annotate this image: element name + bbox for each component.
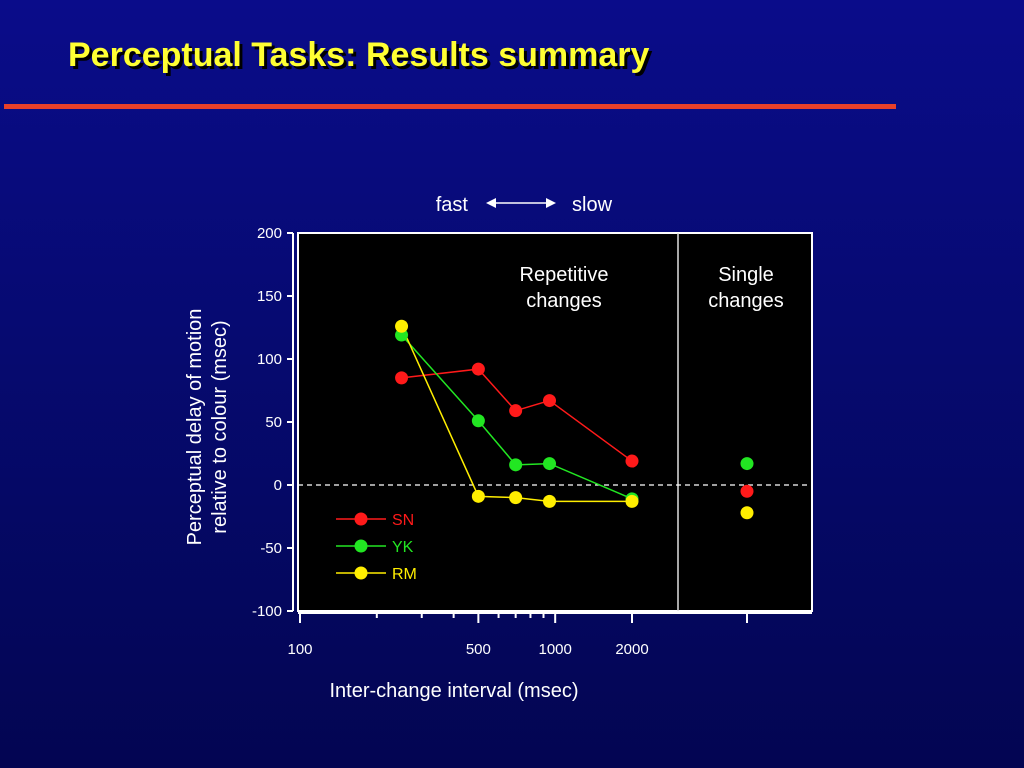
- x-tick-label: 2000: [615, 641, 648, 658]
- single-point-rm: [740, 506, 754, 520]
- data-point-sn: [509, 404, 523, 418]
- data-point-rm: [395, 319, 409, 333]
- data-point-sn: [395, 371, 409, 385]
- plot-area: [297, 232, 813, 612]
- legend-label-sn: SN: [392, 512, 414, 529]
- speed-arrow-right-head: [546, 198, 556, 208]
- data-point-yk: [509, 458, 523, 472]
- y-axis-label: Perceptual delay of motion relative to co…: [184, 309, 231, 546]
- data-point-yk: [542, 457, 556, 471]
- panel-label-single: changes: [708, 290, 784, 312]
- data-point-yk: [471, 414, 485, 428]
- single-point-yk: [740, 457, 754, 471]
- x-axis-label: Inter-change interval (msec): [330, 680, 579, 702]
- x-tick-label: 100: [287, 641, 312, 658]
- slide-title: Perceptual Tasks: Results summary: [68, 36, 650, 74]
- panel-label-repetitive: Repetitive: [520, 264, 609, 286]
- data-point-rm: [509, 491, 523, 505]
- single-point-sn: [740, 484, 754, 498]
- legend-label-yk: YK: [392, 539, 414, 556]
- y-axis-label-line: relative to colour (msec): [209, 320, 231, 533]
- y-tick-label: 100: [257, 351, 282, 368]
- data-point-sn: [471, 362, 485, 376]
- title-divider: [4, 104, 896, 109]
- legend-marker-sn: [354, 512, 368, 526]
- data-point-sn: [542, 394, 556, 408]
- panel-label-repetitive: changes: [526, 290, 602, 312]
- y-tick-label: 150: [257, 288, 282, 305]
- legend-marker-rm: [354, 566, 368, 580]
- data-point-rm: [471, 489, 485, 503]
- legend-label-rm: RM: [392, 566, 417, 583]
- y-tick-label: 50: [265, 414, 282, 431]
- y-tick-label: -100: [252, 603, 282, 620]
- x-tick-label: 1000: [538, 641, 571, 658]
- legend-marker-yk: [354, 539, 368, 553]
- y-tick-label: -50: [260, 540, 282, 557]
- panel-label-single: Single: [718, 264, 774, 286]
- y-tick-label: 0: [274, 477, 282, 494]
- data-point-rm: [625, 494, 639, 508]
- x-tick-label: 500: [466, 641, 491, 658]
- data-point-sn: [625, 454, 639, 468]
- y-tick-label: 200: [257, 225, 282, 242]
- data-point-rm: [542, 494, 556, 508]
- fast-label: fast: [436, 194, 469, 216]
- y-axis-label-line: Perceptual delay of motion: [184, 309, 206, 546]
- speed-arrow-left-head: [486, 198, 496, 208]
- slow-label: slow: [572, 194, 613, 216]
